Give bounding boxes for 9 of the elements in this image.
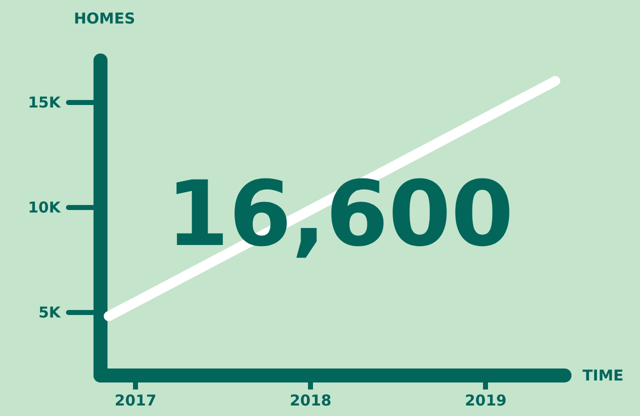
y-tick-label: 5K [38,304,62,322]
x-tick-label: 2018 [290,392,332,410]
x-tick-label: 2019 [464,392,507,410]
y-tick-label: 15K [28,94,62,112]
y-axis-title: HOMES [74,10,136,28]
x-axis-title: TIME [582,366,624,384]
y-tick-label: 10K [28,198,62,216]
annotation: 16,600 [166,162,514,267]
x-tick-label: 2017 [114,392,156,410]
